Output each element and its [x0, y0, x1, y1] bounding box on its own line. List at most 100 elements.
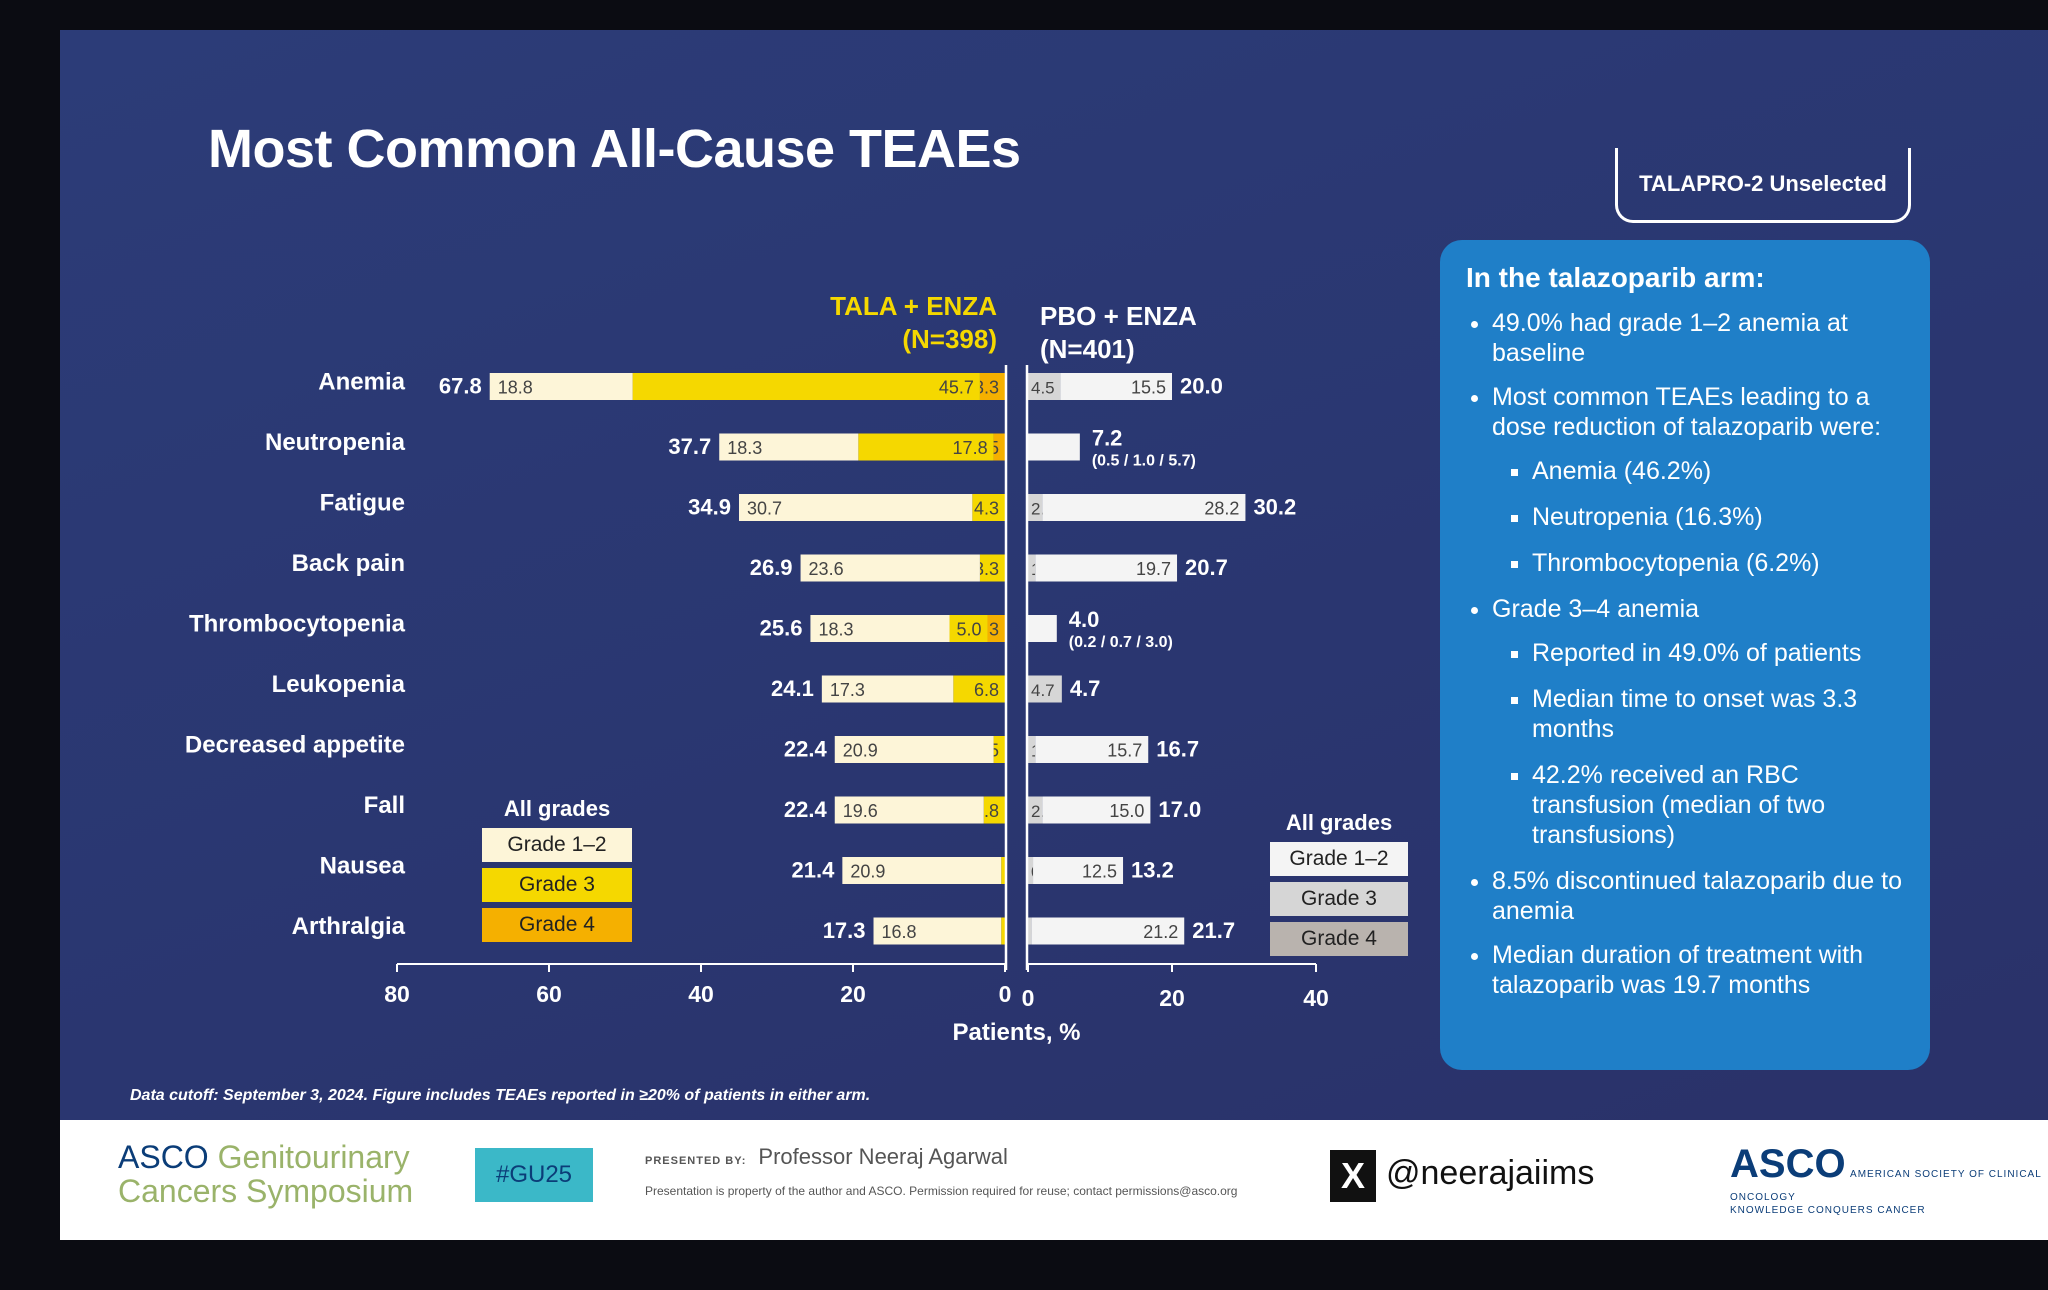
- category-label: Neutropenia: [265, 429, 406, 456]
- tala-segment-label: 5.0: [956, 620, 981, 640]
- pbo-segment-label: 4.7: [1031, 681, 1055, 700]
- tala-bar-segment: [632, 373, 980, 400]
- category-label: Leukopenia: [272, 671, 406, 698]
- presented-by-label: PRESENTED BY:: [645, 1155, 747, 1167]
- info-sub-onset: Median time to onset was 3.3 months: [1532, 684, 1904, 744]
- pbo-total-label: 13.2: [1131, 858, 1174, 883]
- legend-pbo-grade12: Grade 1–2: [1270, 842, 1408, 876]
- info-sub-transfusion: 42.2% received an RBC transfusion (media…: [1532, 760, 1904, 850]
- pbo-bar-segment: [1035, 554, 1178, 582]
- tala-segment-label: 18.3: [727, 438, 762, 458]
- pbo-bar-segment: [1035, 736, 1149, 763]
- pbo-segment-label: 19.7: [1136, 559, 1171, 579]
- pbo-bar-segment: [1042, 796, 1151, 824]
- pbo-bar-segment: [1031, 917, 1185, 945]
- pbo-tick-label: 40: [1303, 985, 1329, 1011]
- tala-tick-label: 20: [840, 981, 866, 1007]
- tala-segment-label: 45.7: [939, 378, 974, 398]
- pbo-segment-label: 15.7: [1107, 741, 1142, 761]
- legend-tala: All grades Grade 1–2 Grade 3 Grade 4: [482, 796, 632, 948]
- tala-tick-label: 40: [688, 981, 714, 1007]
- footnote: Data cutoff: September 3, 2024. Figure i…: [130, 1087, 871, 1104]
- info-sub-neutropenia: Neutropenia (16.3%): [1532, 502, 1904, 532]
- info-bullet-grade34-text: Grade 3–4 anemia: [1492, 595, 1700, 623]
- info-bullet-dose-reduction: Most common TEAEs leading to a dose redu…: [1492, 382, 1904, 578]
- pbo-total-label: 21.7: [1192, 918, 1235, 943]
- pbo-total-label: 4.7: [1070, 676, 1101, 701]
- tala-bar-segment: [834, 736, 994, 763]
- tala-total-label: 21.4: [792, 858, 836, 883]
- pbo-bar-segment: [1033, 857, 1124, 884]
- pbo-tick-label: 0: [1022, 985, 1035, 1011]
- tala-segment-label: 17.8: [953, 438, 988, 458]
- teae-butterfly-chart: TALA + ENZA(N=398) PBO + ENZA(N=401) Anemi…: [185, 291, 1329, 1046]
- presenter-name: Professor Neeraj Agarwal: [758, 1144, 1008, 1169]
- tala-bar-segment: [983, 796, 1005, 824]
- pbo-bar-segment: [1028, 917, 1032, 945]
- category-label: Nausea: [320, 853, 406, 880]
- tala-bar-segment: [993, 736, 1005, 763]
- category-label: Decreased appetite: [185, 732, 405, 759]
- pbo-segment-label: 21.2: [1143, 922, 1178, 942]
- tala-segment-label: 3.3: [974, 378, 999, 398]
- footer: ASCO Genitourinary Cancers Symposium #GU…: [60, 1120, 2048, 1240]
- tala-bar-segment: [489, 373, 633, 400]
- legend-tala-grade4: Grade 4: [482, 908, 632, 942]
- pbo-bar-segment: [1042, 494, 1246, 521]
- asco-logo-text: ASCO: [1730, 1142, 1846, 1186]
- asco-gu-logo-gu: Genitourinary: [217, 1139, 410, 1175]
- tala-segment-label: 18.8: [498, 378, 533, 398]
- tala-bar-segment: [800, 554, 980, 582]
- pbo-total-label: 20.7: [1185, 555, 1228, 580]
- tala-bar-segment: [873, 917, 1002, 945]
- pbo-total-label: 17.0: [1158, 797, 1201, 822]
- study-badge: TALAPRO-2 Unselected: [1615, 148, 1911, 223]
- tala-bar-segment: [972, 494, 1005, 521]
- category-label: Back pain: [292, 550, 405, 577]
- tala-segment-label: 6.8: [974, 680, 999, 700]
- tala-arm-header: TALA + ENZA: [830, 291, 997, 321]
- tala-total-label: 17.3: [823, 918, 866, 943]
- pbo-bar-segment: [1028, 736, 1036, 763]
- pbo-total-label: 30.2: [1253, 495, 1296, 520]
- pbo-bar-segment: [1028, 373, 1061, 400]
- info-sub-reported: Reported in 49.0% of patients: [1532, 638, 1904, 668]
- legend-pbo-title: All grades: [1285, 810, 1393, 835]
- legend-tala-title: All grades: [503, 796, 611, 821]
- pbo-segment-label: 15.0: [1109, 801, 1144, 821]
- tala-bar-segment: [1001, 857, 1005, 884]
- pbo-segment-label: 28.2: [1204, 499, 1239, 519]
- tala-segment-label: 3.3: [974, 559, 999, 579]
- tala-segment-label: 19.6: [843, 801, 878, 821]
- x-logo-icon: X: [1330, 1150, 1376, 1202]
- asco-gu-logo: ASCO Genitourinary Cancers Symposium: [118, 1140, 413, 1208]
- tala-bar-segment: [719, 433, 859, 461]
- info-list: 49.0% had grade 1–2 anemia at baseline M…: [1466, 308, 1904, 1000]
- info-bullet-discontinued: 8.5% discontinued talazoparib due to ane…: [1492, 866, 1904, 926]
- asco-logo-small: AMERICAN SOCIETY OF CLINICAL ONCOLOGY: [1730, 1169, 2042, 1203]
- slide-title: Most Common All-Cause TEAEs: [208, 119, 1021, 179]
- tala-bar-segment: [821, 675, 954, 703]
- tala-total-label: 37.7: [668, 434, 711, 459]
- info-bullet-duration: Median duration of treatment with talazo…: [1492, 940, 1904, 1000]
- tala-segment-label: 18.3: [818, 620, 853, 640]
- tala-segment-label: 4.3: [974, 499, 999, 519]
- asco-gu-logo-line2: Cancers Symposium: [118, 1173, 414, 1209]
- property-note: Presentation is property of the author a…: [645, 1184, 1238, 1198]
- tala-total-label: 24.1: [771, 676, 814, 701]
- tala-bar-segment: [987, 615, 1005, 642]
- pbo-total-label: 7.2: [1092, 426, 1123, 451]
- pbo-breakdown-label: (0.2 / 0.7 / 3.0): [1069, 634, 1173, 651]
- category-label: Fatigue: [320, 490, 405, 517]
- pbo-bar-segment: [1028, 433, 1080, 461]
- pbo-total-label: 16.7: [1156, 737, 1199, 762]
- pbo-bar-segment: [1028, 857, 1034, 884]
- info-box: In the talazoparib arm: 49.0% had grade …: [1440, 240, 1930, 1070]
- tala-bar-segment: [1001, 917, 1005, 945]
- pbo-arm-n: (N=401): [1040, 334, 1135, 364]
- tala-segment-label: 23.6: [809, 559, 844, 579]
- asco-tagline: KNOWLEDGE CONQUERS CANCER: [1730, 1205, 1926, 1216]
- info-bullet-dose-reduction-text: Most common TEAEs leading to a dose redu…: [1492, 383, 1882, 441]
- tala-bar-segment: [979, 554, 1005, 582]
- slide: Most Common All-Cause TEAEs TALAPRO-2 Un…: [60, 30, 2048, 1240]
